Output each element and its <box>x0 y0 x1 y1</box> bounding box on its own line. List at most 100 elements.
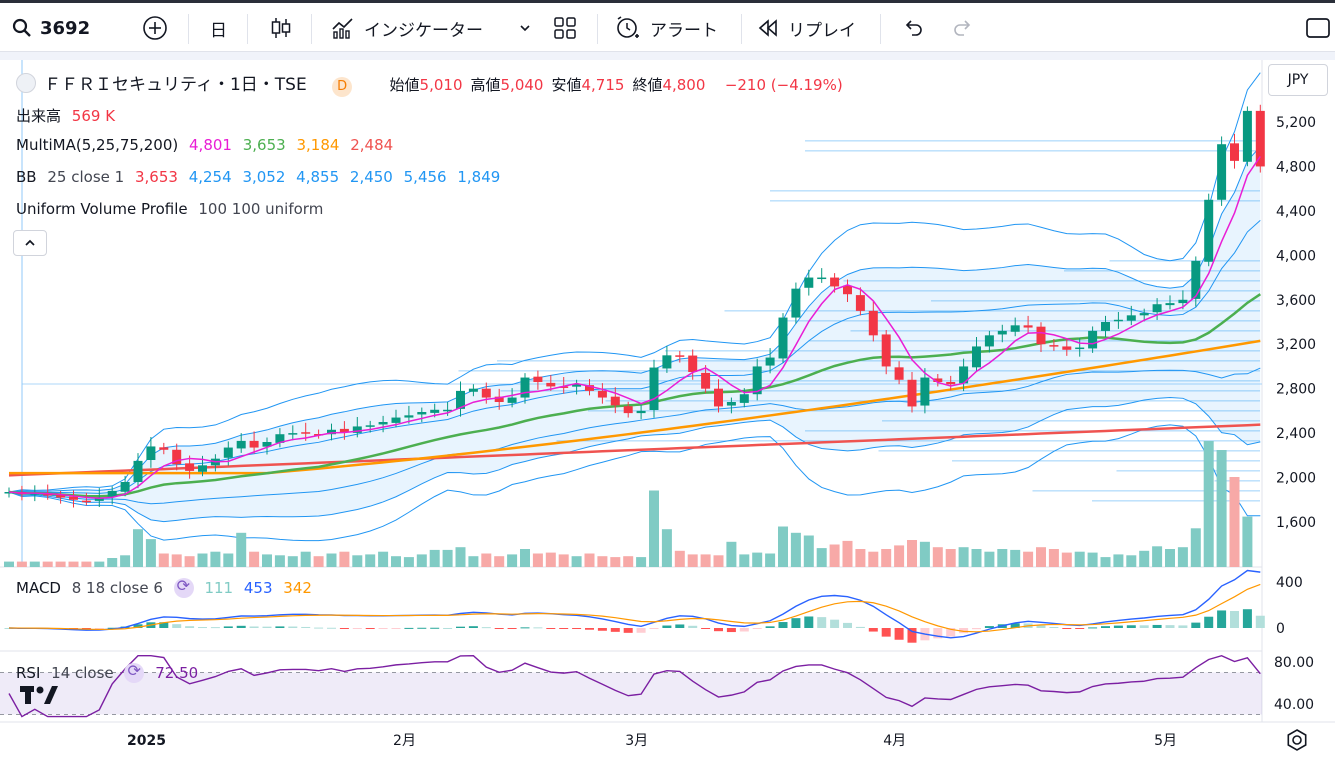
volume-bar <box>558 554 569 567</box>
candle-body <box>546 382 556 387</box>
macd-histogram-bar <box>972 628 981 630</box>
alert-button[interactable]: アラート <box>614 11 718 45</box>
macd-histogram-bar <box>765 626 775 628</box>
candle-body <box>585 385 594 391</box>
macd-histogram-bar <box>662 625 672 628</box>
volume-bar <box>81 561 92 567</box>
candle-body <box>507 397 517 403</box>
ma-legend[interactable]: MultiMA(5,25,75,200) 4,801 3,653 3,184 2… <box>16 136 399 154</box>
refresh-icon[interactable] <box>124 661 145 683</box>
macd-histogram-bar <box>1062 628 1072 629</box>
volume-bar <box>1023 551 1034 567</box>
candle-body <box>456 390 465 409</box>
macd-histogram-bar <box>236 625 246 628</box>
candle-body <box>365 425 375 427</box>
price-axis-label: 2,000 <box>1276 471 1316 487</box>
chart-type-button[interactable] <box>268 11 294 45</box>
macd-histogram-bar <box>585 628 594 630</box>
replay-button[interactable]: リプレイ <box>756 11 856 45</box>
redo-button[interactable] <box>952 11 974 45</box>
macd-histogram-bar <box>830 619 840 628</box>
volume-bar <box>1190 528 1201 567</box>
macd-histogram-bar <box>791 618 801 628</box>
main-legend: ＦＦＲＩセキュリティ・1日・TSE D 始値5,010 高値5,040 安値4,71… <box>16 70 849 97</box>
collapse-legend-button[interactable] <box>13 230 47 256</box>
bb-upper-2 <box>8 146 1261 493</box>
volume-bar <box>378 551 389 567</box>
candle-body <box>1255 110 1265 167</box>
undo-button[interactable] <box>902 11 924 45</box>
volume-bar <box>1126 555 1137 567</box>
macd-histogram-bar <box>159 622 169 628</box>
volume-bar <box>468 556 479 567</box>
candle-body <box>959 366 969 384</box>
volume-bar <box>623 556 634 567</box>
macd-histogram-bar <box>778 622 788 628</box>
bollinger-band-fill <box>9 146 1261 522</box>
macd-histogram-bar <box>430 627 440 629</box>
macd-histogram-bar <box>675 624 685 628</box>
volume-bar <box>429 549 440 567</box>
macd-histogram-bar <box>520 627 530 629</box>
currency-selector[interactable]: JPY <box>1268 64 1328 96</box>
candle-body <box>1126 315 1136 321</box>
volume-bar <box>584 553 595 567</box>
candle-body <box>1230 143 1239 161</box>
indicators-dropdown-button[interactable] <box>518 11 532 45</box>
chart-settings-button[interactable] <box>1285 728 1309 752</box>
rsi-legend[interactable]: RSI 14 close 72.50 <box>16 661 204 683</box>
time-axis-label: 2025 <box>127 733 166 749</box>
candle-body <box>1088 330 1098 349</box>
candle-body <box>1152 304 1162 313</box>
volume-bar <box>391 556 401 567</box>
volume-bar <box>1177 547 1188 567</box>
candle-body <box>56 495 66 498</box>
candle-body <box>739 394 749 403</box>
candle-body <box>1062 346 1072 350</box>
candle-body <box>1049 345 1059 347</box>
volume-bar <box>674 550 685 567</box>
volume-bar <box>726 541 737 567</box>
candle-body <box>688 355 698 372</box>
series-title[interactable]: ＦＦＲＩセキュリティ・1日・TSE <box>44 75 307 95</box>
macd-legend[interactable]: MACD 8 18 close 6 111 453 342 <box>16 576 318 598</box>
bb-legend[interactable]: BB 25 close 1 3,653 4,254 3,052 4,855 2,… <box>16 168 506 186</box>
volume-bar <box>1216 450 1227 567</box>
rsi-line <box>8 654 1261 718</box>
tradingview-logo[interactable] <box>20 682 60 706</box>
candle-body <box>236 440 246 449</box>
volume-bar <box>4 561 14 567</box>
symbol-search[interactable]: 3692 <box>12 11 90 45</box>
macd-histogram-bar <box>494 628 504 629</box>
candle-body <box>172 449 182 465</box>
chart-canvas[interactable]: 5,200 4,800 4,400 4,000 3,600 3,200 2,800 2,400… <box>0 60 1335 757</box>
time-axis-label: 3月 <box>625 733 648 749</box>
volume-bar <box>1061 552 1072 567</box>
bb-upper-3 <box>8 72 1261 493</box>
candle-body <box>69 496 78 500</box>
volume-bar <box>29 561 40 567</box>
volume-bar <box>932 547 943 567</box>
macd-histogram-bar <box>507 628 517 629</box>
fullscreen-button[interactable] <box>1305 11 1331 45</box>
indicators-button[interactable]: インジケーター <box>330 11 483 45</box>
vp-legend[interactable]: Uniform Volume Profile 100 100 uniform <box>16 200 329 218</box>
candle-body <box>623 406 633 414</box>
volume-bar <box>881 549 892 567</box>
candle-body <box>198 465 207 472</box>
candle-body <box>868 310 878 336</box>
macd-histogram-bar <box>739 628 749 632</box>
candle-body <box>907 379 917 407</box>
search-icon <box>12 18 31 37</box>
ohlc-key-0: 始値 <box>389 76 420 94</box>
rsi-value: 72.50 <box>155 663 199 682</box>
volume-legend[interactable]: 出来高 569 K <box>16 105 121 126</box>
refresh-icon[interactable] <box>173 576 194 598</box>
layouts-button[interactable] <box>553 11 577 45</box>
volume-value: 569 K <box>71 107 116 125</box>
compare-symbol-button[interactable] <box>142 11 168 45</box>
interval-button[interactable]: 日 <box>210 11 227 45</box>
volume-bar <box>894 545 905 567</box>
candle-body <box>185 463 195 471</box>
gear-icon <box>1287 729 1307 751</box>
